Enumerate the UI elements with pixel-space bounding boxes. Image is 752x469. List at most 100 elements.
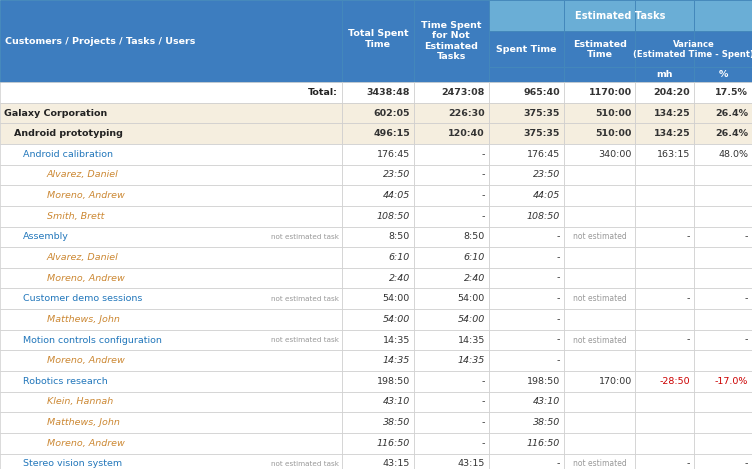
- Bar: [414, 206, 489, 227]
- Bar: [635, 371, 694, 392]
- Text: not estimated task: not estimated task: [271, 234, 339, 240]
- Bar: [694, 247, 752, 268]
- Bar: [342, 309, 414, 330]
- Bar: [635, 227, 694, 247]
- Text: Assembly: Assembly: [23, 232, 68, 242]
- Bar: [342, 165, 414, 185]
- Text: 375:35: 375:35: [524, 108, 560, 118]
- Bar: [564, 68, 635, 82]
- Text: 43:15: 43:15: [383, 459, 410, 469]
- Text: -: -: [557, 232, 560, 242]
- Bar: [564, 103, 635, 123]
- Text: not estimated: not estimated: [573, 335, 626, 345]
- Bar: [489, 82, 564, 103]
- Bar: [414, 350, 489, 371]
- Text: 120:40: 120:40: [448, 129, 485, 138]
- Bar: [694, 165, 752, 185]
- Bar: [489, 68, 564, 82]
- Text: -: -: [482, 418, 485, 427]
- Text: Time Spent
for Not
Estimated
Tasks: Time Spent for Not Estimated Tasks: [421, 21, 481, 61]
- Text: not estimated: not estimated: [573, 294, 626, 303]
- Bar: [342, 206, 414, 227]
- Bar: [342, 371, 414, 392]
- Text: 17.5%: 17.5%: [715, 88, 748, 97]
- Bar: [489, 31, 564, 68]
- Bar: [694, 454, 752, 469]
- Text: Moreno, Andrew: Moreno, Andrew: [47, 273, 124, 283]
- Bar: [564, 31, 635, 68]
- Bar: [414, 185, 489, 206]
- Bar: [342, 123, 414, 144]
- Text: 43:10: 43:10: [533, 397, 560, 407]
- Bar: [635, 165, 694, 185]
- Text: 375:35: 375:35: [524, 129, 560, 138]
- Bar: [414, 412, 489, 433]
- Bar: [489, 309, 564, 330]
- Text: Stereo vision system: Stereo vision system: [23, 459, 122, 469]
- Text: Galaxy Corporation: Galaxy Corporation: [4, 108, 107, 118]
- Bar: [635, 330, 694, 350]
- Bar: [0, 185, 342, 206]
- Bar: [414, 268, 489, 288]
- Bar: [342, 144, 414, 165]
- Text: -: -: [557, 273, 560, 283]
- Text: 204:20: 204:20: [653, 88, 690, 97]
- Text: 496:15: 496:15: [373, 129, 410, 138]
- Text: not estimated: not estimated: [573, 232, 626, 242]
- Text: -: -: [687, 335, 690, 345]
- Text: not estimated task: not estimated task: [271, 296, 339, 302]
- Bar: [0, 82, 342, 103]
- Bar: [489, 247, 564, 268]
- Bar: [694, 371, 752, 392]
- Text: 43:10: 43:10: [383, 397, 410, 407]
- Text: 2:40: 2:40: [389, 273, 410, 283]
- Text: 38:50: 38:50: [533, 418, 560, 427]
- Bar: [635, 433, 694, 454]
- Bar: [564, 144, 635, 165]
- Bar: [0, 330, 342, 350]
- Bar: [564, 433, 635, 454]
- Bar: [694, 82, 752, 103]
- Bar: [489, 144, 564, 165]
- Bar: [635, 68, 694, 82]
- Text: 108:50: 108:50: [377, 212, 410, 221]
- Bar: [342, 412, 414, 433]
- Bar: [0, 350, 342, 371]
- Bar: [635, 144, 694, 165]
- Bar: [342, 433, 414, 454]
- Bar: [694, 350, 752, 371]
- Bar: [694, 412, 752, 433]
- Bar: [0, 123, 342, 144]
- Bar: [635, 350, 694, 371]
- Text: 116:50: 116:50: [377, 439, 410, 448]
- Bar: [694, 433, 752, 454]
- Bar: [489, 392, 564, 412]
- Text: Total Spent
Time: Total Spent Time: [347, 30, 408, 49]
- Bar: [694, 144, 752, 165]
- Text: -: -: [557, 335, 560, 345]
- Text: Alvarez, Daniel: Alvarez, Daniel: [47, 170, 118, 180]
- Bar: [489, 185, 564, 206]
- Bar: [414, 123, 489, 144]
- Text: Total:: Total:: [308, 88, 338, 97]
- Bar: [0, 247, 342, 268]
- Text: 3438:48: 3438:48: [366, 88, 410, 97]
- Bar: [635, 412, 694, 433]
- Bar: [635, 185, 694, 206]
- Text: -: -: [687, 232, 690, 242]
- Bar: [635, 103, 694, 123]
- Text: Moreno, Andrew: Moreno, Andrew: [47, 439, 124, 448]
- Text: 54:00: 54:00: [383, 294, 410, 303]
- Bar: [0, 288, 342, 309]
- Bar: [414, 144, 489, 165]
- Bar: [635, 31, 694, 68]
- Text: 14:35: 14:35: [458, 335, 485, 345]
- Text: 6:10: 6:10: [389, 253, 410, 262]
- Bar: [489, 0, 564, 31]
- Bar: [342, 227, 414, 247]
- Text: 8:50: 8:50: [464, 232, 485, 242]
- Bar: [414, 454, 489, 469]
- Bar: [0, 103, 342, 123]
- Bar: [414, 288, 489, 309]
- Bar: [0, 144, 342, 165]
